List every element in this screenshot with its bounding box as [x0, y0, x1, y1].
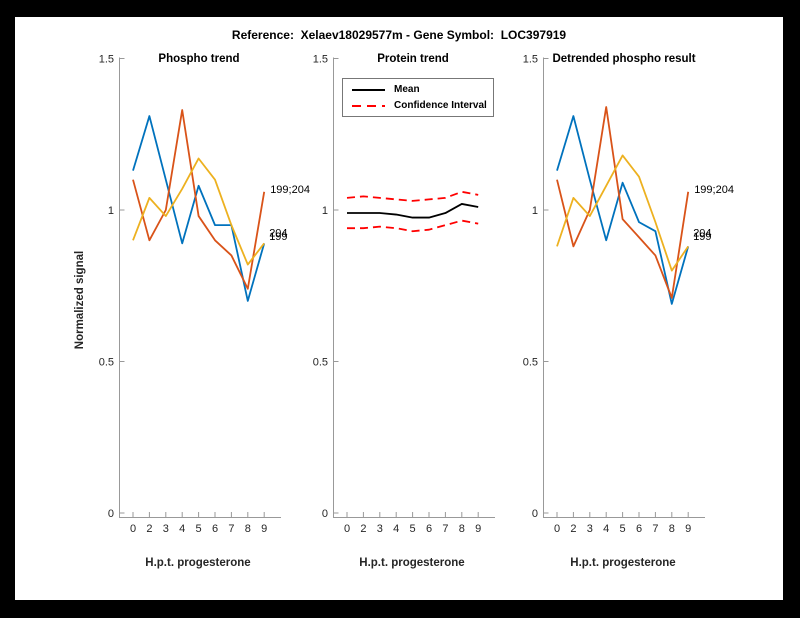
series-phospho-site-yellow — [131, 157, 265, 266]
series-phospho-site-orange — [131, 109, 265, 290]
svg-text:9: 9 — [475, 523, 481, 535]
data-label: 199;204 — [694, 184, 734, 196]
data-label: 199 — [269, 231, 287, 243]
series-phospho-site-blue — [131, 115, 265, 302]
data-label: 204 — [693, 228, 711, 240]
protein-trend-chart: 00.511.50 2 3 4 5 6 7 8 9 — [312, 54, 495, 535]
svg-text:2: 2 — [570, 523, 576, 535]
series-phospho-site-blue — [556, 115, 690, 305]
svg-text:2: 2 — [360, 523, 366, 535]
subplot-title-phospho: Phospho trend — [158, 53, 240, 65]
subplot-title-detrended: Detrended phospho result — [552, 53, 696, 65]
svg-text:0: 0 — [107, 508, 113, 520]
series-confidence-lower — [346, 219, 478, 233]
svg-text:6: 6 — [211, 523, 217, 535]
svg-text:8: 8 — [458, 523, 464, 535]
svg-text:8: 8 — [244, 523, 250, 535]
series-confidence-upper — [346, 190, 478, 202]
svg-text:4: 4 — [393, 523, 399, 535]
series-phospho-site-yellow — [556, 154, 689, 272]
svg-text:5: 5 — [409, 523, 415, 535]
confidence-interval-line-icon — [352, 104, 385, 107]
svg-text:7: 7 — [442, 523, 448, 535]
svg-text:9: 9 — [685, 523, 691, 535]
figure-paper: Reference: Xelaev18029577m - Gene Symbol… — [15, 17, 783, 600]
svg-text:3: 3 — [376, 523, 382, 535]
svg-text:0: 0 — [321, 508, 327, 520]
legend: Mean Confidence Interval — [342, 78, 494, 117]
x-axis-label-phospho: H.p.t. progesterone — [145, 557, 251, 569]
svg-text:1: 1 — [107, 205, 113, 217]
svg-text:0: 0 — [129, 523, 135, 535]
svg-text:3: 3 — [162, 523, 168, 535]
svg-text:1: 1 — [321, 205, 327, 217]
svg-text:0: 0 — [532, 508, 538, 520]
svg-text:7: 7 — [228, 523, 234, 535]
x-axis-label-protein: H.p.t. progesterone — [359, 557, 465, 569]
svg-text:8: 8 — [669, 523, 675, 535]
svg-text:4: 4 — [179, 523, 185, 535]
svg-text:0.5: 0.5 — [98, 357, 113, 369]
svg-text:6: 6 — [636, 523, 642, 535]
figure-title: Reference: Xelaev18029577m - Gene Symbol… — [231, 28, 567, 42]
svg-text:2: 2 — [146, 523, 152, 535]
data-label: 204 — [269, 228, 287, 240]
svg-text:4: 4 — [603, 523, 609, 535]
data-label: 199 — [693, 231, 711, 243]
svg-text:5: 5 — [620, 523, 626, 535]
svg-text:1: 1 — [532, 205, 538, 217]
y-axis-label: Normalized signal — [74, 250, 86, 350]
svg-text:3: 3 — [587, 523, 593, 535]
svg-text:7: 7 — [652, 523, 658, 535]
legend-label-mean: Mean — [394, 84, 420, 95]
svg-text:6: 6 — [425, 523, 431, 535]
mean-line-icon — [352, 88, 385, 91]
legend-label-ci: Confidence Interval — [394, 100, 487, 111]
svg-text:5: 5 — [195, 523, 201, 535]
svg-text:0.5: 0.5 — [523, 357, 538, 369]
svg-text:0: 0 — [554, 523, 560, 535]
legend-row-mean: Mean — [352, 84, 488, 95]
svg-text:9: 9 — [261, 523, 267, 535]
subplot-title-protein: Protein trend — [377, 53, 449, 65]
data-label: 199;204 — [270, 184, 310, 196]
svg-text:0.5: 0.5 — [312, 357, 327, 369]
series-mean — [346, 203, 478, 219]
svg-text:0: 0 — [343, 523, 349, 535]
legend-row-ci: Confidence Interval — [352, 100, 488, 111]
series-phospho-site-orange — [556, 106, 690, 299]
x-axis-label-detrended: H.p.t. progesterone — [570, 557, 676, 569]
